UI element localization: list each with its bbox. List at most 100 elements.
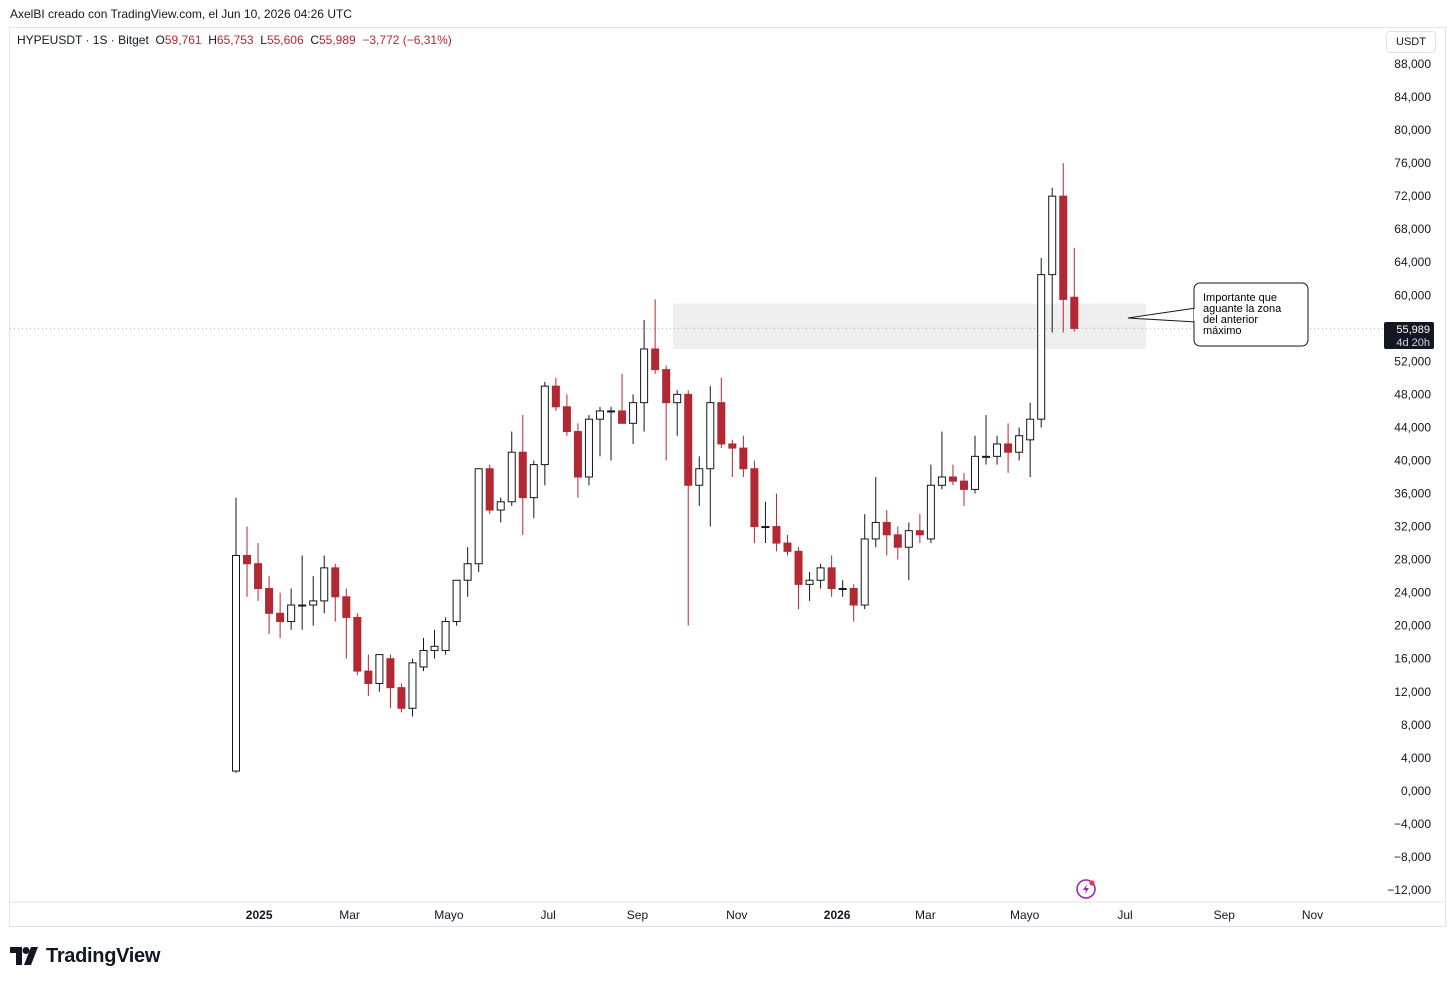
candle-up[interactable] (1037, 258, 1046, 428)
candle-down[interactable] (386, 654, 395, 709)
candle-down[interactable] (750, 460, 759, 544)
candle-up[interactable] (926, 464, 935, 544)
candle-down[interactable] (893, 526, 902, 560)
candle-body (827, 567, 836, 590)
candle-down[interactable] (915, 514, 924, 544)
candle-up[interactable] (441, 617, 450, 655)
candle-up[interactable] (706, 386, 715, 527)
candle-up[interactable] (507, 431, 516, 506)
candle-up[interactable] (419, 638, 428, 672)
candle-up[interactable] (1026, 402, 1035, 477)
candle-down[interactable] (794, 547, 803, 610)
candle-up[interactable] (971, 435, 980, 494)
candle-up[interactable] (298, 555, 307, 630)
candle-down[interactable] (573, 423, 582, 498)
candle-up[interactable] (595, 406, 604, 457)
candle-down[interactable] (959, 472, 968, 506)
candle-down[interactable] (342, 588, 351, 659)
candle-body (309, 600, 318, 606)
candle-down[interactable] (518, 415, 527, 535)
candle-down[interactable] (243, 526, 252, 597)
candle-down[interactable] (948, 464, 957, 486)
candle-body (816, 567, 825, 581)
candle-down[interactable] (364, 654, 373, 696)
candle-up[interactable] (430, 629, 439, 659)
candle-up[interactable] (474, 468, 483, 572)
time-axis[interactable]: 2025 Mar Mayo Jul Sep Nov 2026 Mar Mayo Jul Sep Nov (246, 908, 1323, 922)
candle-down[interactable] (1004, 423, 1013, 473)
candle-up[interactable] (937, 431, 946, 490)
candle-body (441, 621, 450, 651)
candle-down[interactable] (551, 377, 560, 411)
candle-down[interactable] (783, 534, 792, 556)
candle-up[interactable] (904, 522, 913, 581)
candle-up[interactable] (640, 320, 649, 432)
candle-up[interactable] (584, 415, 593, 486)
candle-down[interactable] (618, 373, 627, 424)
symbol-label[interactable]: HYPEUSDT · 1S · Bitget (17, 33, 149, 47)
candle-down[interactable] (849, 584, 858, 622)
candle-up[interactable] (629, 394, 638, 444)
close-value: 55,989 (319, 33, 356, 47)
candle-down[interactable] (562, 394, 571, 436)
candle-down[interactable] (662, 365, 671, 461)
candle-body (551, 385, 560, 408)
candle-down[interactable] (772, 493, 781, 552)
candle-down[interactable] (827, 555, 836, 597)
candle-up[interactable] (408, 658, 417, 717)
flash-icon[interactable] (1076, 879, 1096, 899)
open-label: O (155, 33, 165, 47)
candle-down[interactable] (331, 563, 340, 622)
candle-up[interactable] (287, 588, 296, 630)
candle-up[interactable] (695, 456, 704, 506)
candle-up[interactable] (982, 415, 991, 465)
candle-down[interactable] (265, 576, 274, 634)
candle-up[interactable] (309, 576, 318, 626)
price-axis[interactable]: 88,000 84,000 80,000 76,000 72,000 68,000 64,0… (1387, 57, 1431, 897)
candle-body (485, 468, 494, 511)
candle-down[interactable] (276, 592, 285, 639)
tradingview-logo[interactable]: TradingView (10, 944, 160, 968)
candle-up[interactable] (540, 382, 549, 486)
candle-up[interactable] (673, 390, 682, 436)
candle-up[interactable] (452, 579, 461, 626)
candle-down[interactable] (728, 439, 737, 477)
candle-up[interactable] (761, 501, 770, 544)
candle-up[interactable] (496, 497, 505, 523)
candle-body (838, 588, 847, 591)
candle-body (640, 348, 649, 404)
candle-up[interactable] (1015, 427, 1024, 461)
candle-down[interactable] (397, 683, 406, 713)
candle-down[interactable] (485, 464, 494, 515)
candle-up[interactable] (838, 580, 847, 597)
candle-down[interactable] (1070, 247, 1079, 332)
candle-up[interactable] (871, 477, 880, 548)
annotation-callout[interactable]: Importante que aguante la zona del anter… (1127, 282, 1309, 347)
candle-down[interactable] (882, 510, 891, 556)
candle-up[interactable] (805, 571, 814, 601)
currency-selector[interactable]: USDT (1386, 31, 1436, 53)
candle-up[interactable] (816, 563, 825, 589)
candle-up[interactable] (607, 406, 616, 461)
candle-up[interactable] (860, 514, 869, 610)
candle-up[interactable] (529, 460, 538, 519)
candle-body (805, 579, 814, 585)
support-zone[interactable] (672, 303, 1146, 349)
candle-down[interactable] (684, 390, 693, 626)
candle-body (783, 542, 792, 552)
candle-body (364, 670, 373, 684)
candle-up[interactable] (320, 555, 329, 614)
candle-down[interactable] (739, 435, 748, 477)
candle-body (1070, 296, 1079, 329)
candle-up[interactable] (993, 435, 1002, 465)
candle-down[interactable] (254, 543, 263, 601)
candle-up[interactable] (232, 497, 240, 773)
candle-up[interactable] (1048, 187, 1057, 333)
candle-down[interactable] (353, 613, 362, 676)
candle-down[interactable] (651, 299, 660, 374)
candle-up[interactable] (463, 547, 472, 597)
candle-down[interactable] (1059, 163, 1068, 333)
candle-down[interactable] (717, 377, 726, 449)
candle-up[interactable] (375, 654, 384, 692)
